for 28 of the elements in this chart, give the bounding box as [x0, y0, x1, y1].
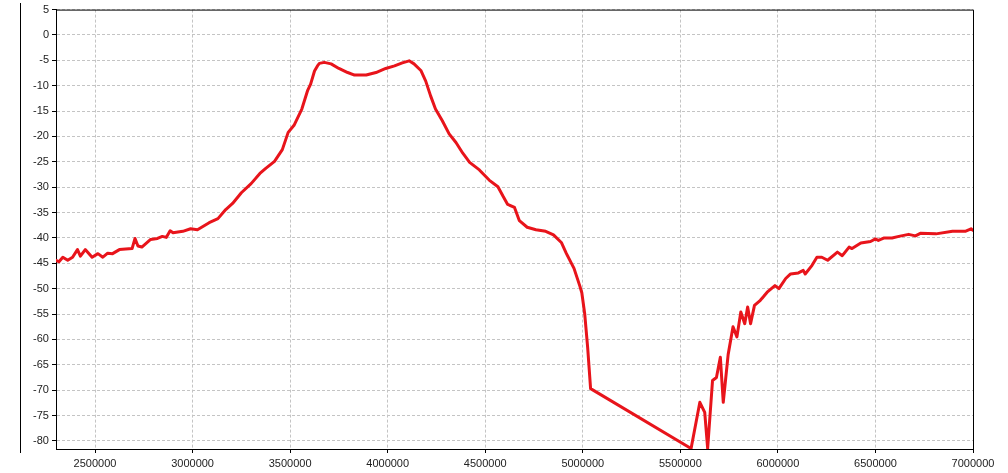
- y-tick-label: -10: [33, 78, 49, 91]
- x-tick-label: 2500000: [73, 456, 117, 469]
- y-tick-label: 0: [42, 28, 49, 40]
- y-tick-label: -25: [33, 154, 49, 167]
- x-tick-label: 6500000: [854, 456, 897, 469]
- y-tick-label: -15: [33, 104, 49, 117]
- x-tick-label: 5000000: [561, 456, 605, 469]
- y-tick-label: -30: [33, 180, 49, 193]
- y-tick-label: -65: [33, 357, 49, 370]
- x-tick-label: 3000000: [171, 456, 214, 469]
- y-tick-label: -5: [39, 53, 49, 66]
- y-tick-label: -75: [33, 408, 49, 421]
- y-tick-label: -35: [33, 205, 49, 218]
- x-tick-label: 5500000: [658, 456, 702, 469]
- y-tick-label: -40: [33, 230, 49, 243]
- x-tick-label: 4000000: [366, 456, 410, 469]
- x-tick-label: 4500000: [463, 456, 507, 469]
- y-tick-label: -50: [33, 281, 49, 294]
- y-tick-label: -20: [33, 129, 49, 142]
- x-tick-label: 7000000: [951, 456, 995, 469]
- y-tick-label: -70: [33, 383, 49, 396]
- y-tick-label: 5: [42, 2, 49, 15]
- y-tick-label: -45: [33, 256, 49, 269]
- x-tick-label: 6000000: [756, 456, 800, 469]
- x-tick-label: 3500000: [268, 456, 312, 469]
- y-tick-label: -55: [33, 307, 49, 320]
- y-tick-label: -60: [33, 332, 49, 345]
- y-tick-label: -80: [33, 433, 49, 446]
